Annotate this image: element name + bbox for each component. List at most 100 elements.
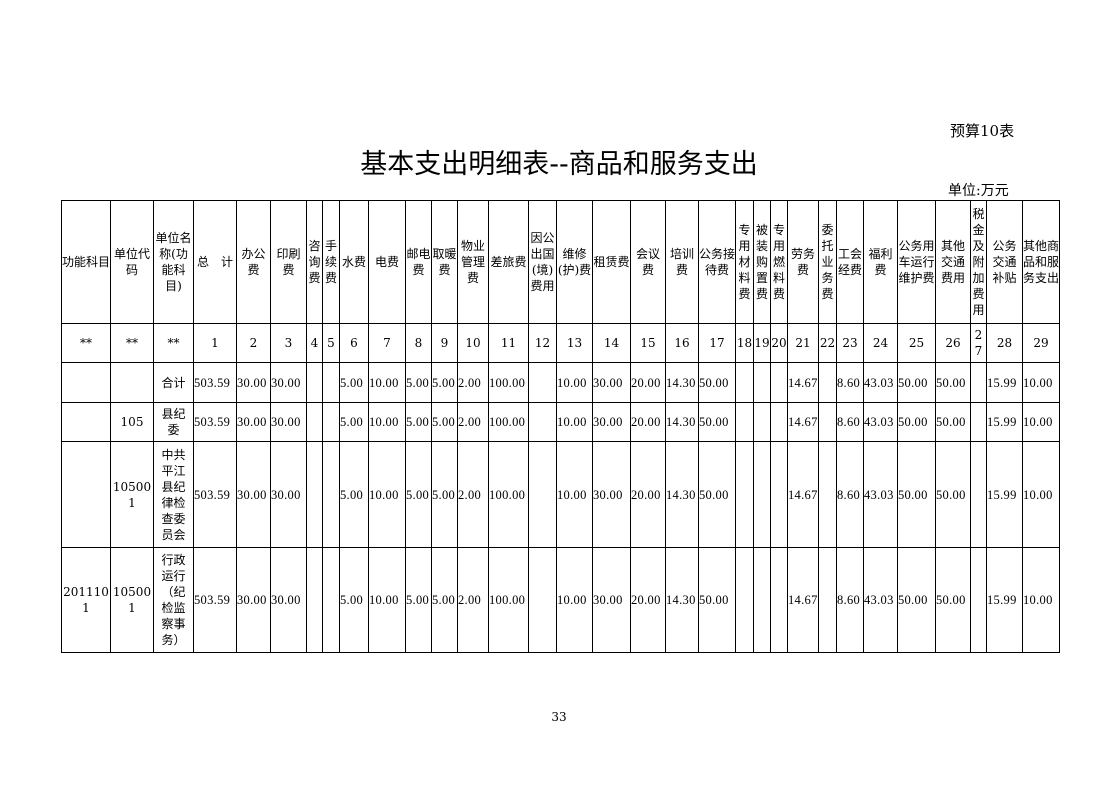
column-header: 委托业务费 — [818, 200, 837, 324]
page-title: 基本支出明细表--商品和服务支出 — [360, 149, 758, 180]
header-row: 功能科目 单位代码 单位名称(功能科目) 总 计办公费 印刷费 咨询费 手续费 水费 电费 邮电费… — [61, 200, 1060, 324]
amount-cell: 50.00 — [698, 402, 736, 442]
column-header: 其他商品和服务支出 — [1022, 200, 1060, 324]
amount-cell: 10.00 — [368, 362, 406, 403]
amount-cell — [770, 441, 788, 548]
amount-cell: 50.00 — [698, 547, 736, 653]
amount-cell — [818, 441, 837, 548]
unit-name-cell: 行政运行（纪检监察事务） — [153, 547, 194, 653]
amount-cell: 15.99 — [986, 402, 1023, 442]
amount-cell — [306, 441, 323, 548]
column-header: 被装购置费 — [753, 200, 771, 324]
amount-cell: 50.00 — [935, 362, 971, 403]
amount-cell: 30.00 — [592, 402, 631, 442]
amount-cell: 30.00 — [270, 441, 307, 548]
unit-code-cell — [110, 362, 154, 403]
amount-cell: 50.00 — [897, 362, 936, 403]
amount-cell: 10.00 — [368, 547, 406, 653]
column-number: 16 — [665, 323, 699, 363]
column-header: 公务用车运行维护费 — [897, 200, 936, 324]
table-row: 2011101 105001 行政运行（纪检监察事务） 503.59 30.00 30.0… — [61, 547, 1060, 653]
amount-cell: 503.59 — [193, 547, 237, 653]
amount-cell — [770, 362, 788, 403]
amount-cell: 10.00 — [556, 441, 593, 548]
column-number: 1 — [193, 323, 237, 363]
amount-cell: 10.00 — [556, 402, 593, 442]
amount-cell: 30.00 — [270, 402, 307, 442]
column-number: ** — [153, 323, 194, 363]
amount-cell — [753, 441, 771, 548]
unit-code-cell: 105001 — [110, 547, 154, 653]
amount-cell: 30.00 — [592, 547, 631, 653]
column-header: 物业管理费 — [457, 200, 489, 324]
amount-cell: 503.59 — [193, 441, 237, 548]
amount-cell: 50.00 — [935, 441, 971, 548]
column-header: 租赁费 — [592, 200, 631, 324]
amount-cell — [306, 547, 323, 653]
amount-cell: 100.00 — [488, 402, 529, 442]
column-number: 6 — [339, 323, 369, 363]
amount-cell: 30.00 — [270, 547, 307, 653]
column-header: 差旅费 — [488, 200, 529, 324]
amount-cell — [735, 441, 754, 548]
column-number: 20 — [770, 323, 788, 363]
amount-cell — [528, 547, 557, 653]
amount-cell: 5.00 — [339, 402, 369, 442]
function-code-cell: 2011101 — [61, 547, 111, 653]
amount-cell: 20.00 — [630, 547, 666, 653]
amount-cell: 2.00 — [457, 402, 489, 442]
amount-cell: 30.00 — [236, 441, 271, 548]
column-header: 咨询费 — [306, 200, 323, 324]
amount-cell: 20.00 — [630, 362, 666, 403]
unit-name-cell: 合计 — [153, 362, 194, 403]
amount-cell — [735, 547, 754, 653]
table-row: 合计 503.59 30.00 30.00 5.00 10.00 5.00 5.00 2.00 1… — [61, 362, 1060, 403]
amount-cell: 5.00 — [431, 362, 458, 403]
amount-cell — [735, 362, 754, 403]
amount-cell: 14.67 — [787, 402, 819, 442]
amount-cell: 43.03 — [863, 547, 898, 653]
column-number: 4 — [306, 323, 323, 363]
amount-cell: 2.00 — [457, 441, 489, 548]
expense-detail-table: 功能科目 单位代码 单位名称(功能科目) 总 计办公费 印刷费 咨询费 手续费 水费 电费 邮电费… — [61, 200, 1060, 653]
column-number: 2 — [236, 323, 271, 363]
column-header: 印刷费 — [270, 200, 307, 324]
amount-cell: 5.00 — [405, 441, 432, 548]
amount-cell — [322, 441, 340, 548]
column-header: 电费 — [368, 200, 406, 324]
amount-cell: 10.00 — [1022, 402, 1060, 442]
amount-cell: 43.03 — [863, 362, 898, 403]
amount-cell — [306, 362, 323, 403]
amount-cell: 503.59 — [193, 402, 237, 442]
amount-cell: 5.00 — [431, 402, 458, 442]
column-number: 25 — [897, 323, 936, 363]
amount-cell — [753, 362, 771, 403]
column-number: 15 — [630, 323, 666, 363]
column-header: 劳务费 — [787, 200, 819, 324]
column-header: 功能科目 — [61, 200, 111, 324]
amount-cell: 10.00 — [368, 402, 406, 442]
amount-cell: 5.00 — [339, 547, 369, 653]
amount-cell — [753, 547, 771, 653]
column-header: 税金及附加费用 — [970, 200, 987, 324]
amount-cell: 50.00 — [897, 441, 936, 548]
amount-cell: 503.59 — [193, 362, 237, 403]
amount-cell: 30.00 — [592, 362, 631, 403]
amount-cell — [818, 402, 837, 442]
amount-cell: 10.00 — [1022, 362, 1060, 403]
column-number: ** — [110, 323, 154, 363]
amount-cell: 14.67 — [787, 547, 819, 653]
amount-cell — [818, 362, 837, 403]
column-number: 24 — [863, 323, 898, 363]
unit-label: 单位:万元 — [948, 183, 1009, 199]
function-code-cell — [61, 362, 111, 403]
amount-cell: 5.00 — [339, 362, 369, 403]
column-number: 3 — [270, 323, 307, 363]
column-header: 专用材料费 — [735, 200, 754, 324]
amount-cell: 8.60 — [836, 441, 864, 548]
column-header: 手续费 — [322, 200, 340, 324]
amount-cell: 5.00 — [405, 362, 432, 403]
column-number: 22 — [818, 323, 837, 363]
column-number: 9 — [431, 323, 458, 363]
amount-cell: 30.00 — [236, 402, 271, 442]
